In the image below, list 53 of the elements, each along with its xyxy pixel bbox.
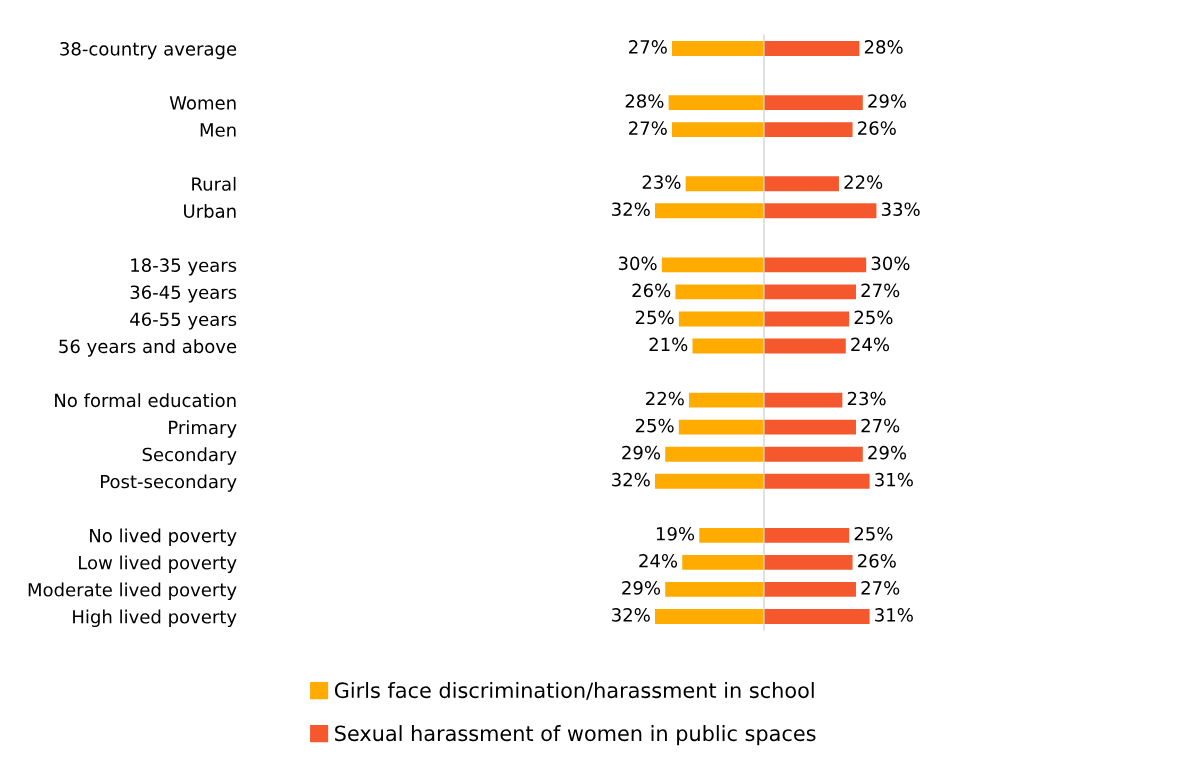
data-label: 26% (858, 553, 896, 568)
data-label: 26% (632, 283, 671, 298)
y-tick-label: Primary (169, 420, 237, 438)
data-label: 26% (858, 121, 896, 135)
data-label: 30% (871, 256, 910, 271)
data-label: 32% (612, 472, 650, 487)
y-tick-label: High lived poverty (73, 609, 237, 628)
data-label: 32% (612, 608, 650, 622)
data-label: 31% (875, 608, 913, 622)
data-label: 25% (854, 526, 893, 541)
data-label: 27% (861, 418, 900, 433)
data-label: 24% (639, 553, 678, 568)
data-label: 25% (635, 310, 674, 325)
y-tick-label: No formal education (55, 393, 236, 408)
y-tick-label: No lived poverty (90, 528, 237, 546)
data-label: 25% (635, 418, 674, 433)
y-tick-label: Urban (184, 203, 236, 218)
data-label: 30% (618, 256, 657, 271)
legend-label: Sexual harassment of women in public spaces (335, 725, 816, 746)
data-label: 22% (646, 391, 684, 406)
data-label: 24% (851, 337, 890, 352)
data-label: 25% (854, 310, 893, 325)
y-tick-label: Rural (192, 176, 236, 191)
data-label: 23% (642, 175, 681, 189)
y-tick-label: 36-45 years (130, 285, 237, 303)
data-label: 29% (622, 445, 661, 460)
data-label: 27% (629, 40, 667, 54)
y-tick-label: Low lived poverty (79, 555, 237, 573)
data-label: 27% (861, 283, 900, 298)
data-label: 31% (875, 472, 913, 487)
data-label: 28% (864, 40, 903, 54)
data-label: 22% (844, 175, 883, 189)
data-label: 29% (868, 94, 907, 108)
y-tick-label: 46-55 years (130, 312, 237, 330)
data-label: 29% (622, 581, 661, 595)
y-tick-label: Women (169, 96, 236, 110)
y-tick-label: Moderate lived poverty (28, 582, 237, 601)
y-tick-label: Post-secondary (101, 474, 237, 492)
data-label: 19% (656, 526, 695, 541)
data-label: 27% (629, 121, 667, 135)
data-label: 29% (868, 445, 907, 460)
y-tick-label: Secondary (142, 447, 237, 465)
y-tick-label: 38-country average (60, 41, 237, 60)
data-label: 23% (847, 391, 886, 406)
data-label: 27% (861, 581, 900, 595)
data-label: 28% (625, 94, 664, 108)
data-label: 33% (881, 202, 920, 217)
y-tick-label: 56 years and above (59, 339, 237, 357)
data-label: 21% (649, 337, 688, 352)
y-tick-label: 18-35 years (131, 258, 237, 276)
data-label: 32% (612, 202, 650, 217)
y-tick-label: Men (200, 123, 236, 137)
legend-label: Girls face discrimination/harassment in school (334, 682, 814, 700)
